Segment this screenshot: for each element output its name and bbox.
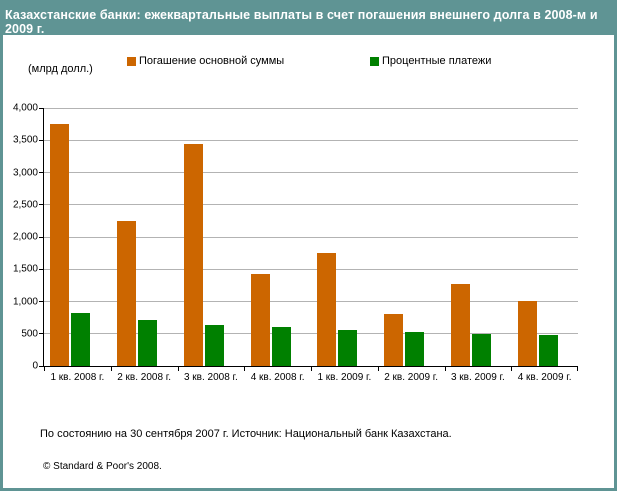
y-axis-tick (39, 107, 43, 109)
x-axis-tick (577, 367, 578, 371)
bar-interest (338, 329, 358, 366)
y-axis-label: 3,500 (12, 134, 38, 146)
y-axis-tick (39, 268, 43, 270)
x-axis-label: 3 кв. 2009 г. (450, 372, 505, 383)
y-axis-label: 4,000 (12, 102, 38, 114)
legend-swatch-interest-icon (370, 56, 379, 66)
gridline (44, 139, 578, 141)
gridline (44, 204, 578, 206)
x-axis-tick (311, 367, 312, 371)
y-axis-label: 1,500 (12, 263, 38, 275)
bar-principal (517, 300, 537, 366)
bar-principal (450, 284, 470, 366)
bar-interest (271, 327, 291, 366)
bar-principal (250, 273, 270, 366)
bar-interest (471, 333, 491, 366)
x-axis-tick (377, 367, 379, 371)
y-axis-label: 2,000 (12, 231, 38, 243)
y-axis-label: 0 (32, 360, 38, 372)
y-axis-label: 500 (21, 328, 38, 340)
x-axis-tick (244, 367, 246, 371)
gridline (44, 172, 578, 173)
x-axis-label: 2 кв. 2009 г. (384, 372, 439, 383)
gridline (44, 333, 578, 335)
y-axis-tick (39, 333, 43, 335)
bar-interest (538, 335, 558, 366)
plot-area: 0 500 1,000 1,500 2,000 2,500 3,000 3,500 4,000 1… (13, 103, 578, 383)
gridline (44, 236, 578, 238)
x-axis-label: 1 кв. 2008 г. (50, 372, 105, 383)
bar-interest (138, 320, 158, 366)
y-axis-tick (39, 301, 43, 302)
bar-principal (117, 220, 137, 366)
legend-label-interest: Процентные платежи (382, 55, 492, 67)
bar-interest (204, 324, 224, 366)
gridline (44, 301, 578, 302)
x-axis-tick (110, 367, 112, 371)
source-note: По состоянию на 30 сентября 2007 г. Исто… (40, 428, 452, 440)
legend-item-principal: Погашение основной суммы (127, 55, 284, 67)
x-axis-tick (44, 367, 45, 371)
y-axis-tick (39, 139, 43, 141)
legend-item-interest: Процентные платежи (370, 55, 491, 67)
x-axis-label: 1 кв. 2009 г. (317, 372, 372, 383)
y-axis-label: 3,000 (12, 167, 38, 178)
gridline (44, 107, 578, 109)
copyright-note: © Standard & Poor's 2008. (43, 461, 162, 472)
y-axis-tick (39, 204, 43, 206)
y-axis-unit-label: (млрд долл.) (28, 63, 93, 75)
x-axis-label: 4 кв. 2008 г. (250, 372, 305, 383)
y-axis-label: 2,500 (12, 199, 38, 211)
y-axis-tick (39, 236, 43, 238)
x-axis-label: 4 кв. 2009 г. (517, 372, 572, 383)
x-axis-tick (444, 367, 446, 371)
x-axis-label: 2 кв. 2008 г. (117, 372, 172, 383)
legend-swatch-principal-icon (127, 56, 136, 66)
bar-principal (50, 124, 70, 366)
y-axis-tick (39, 365, 43, 367)
page-title: Казахстанские банки: ежеквартальные выпл… (5, 8, 598, 36)
bar-interest (71, 313, 91, 366)
gridline (44, 268, 578, 270)
y-axis-tick (39, 172, 43, 173)
bar-principal (183, 144, 203, 366)
bar-interest (405, 331, 425, 366)
x-axis-tick (177, 367, 179, 371)
x-axis-tick (511, 367, 513, 371)
legend-label-principal: Погашение основной суммы (139, 55, 285, 67)
x-axis-label: 3 кв. 2008 г. (183, 372, 238, 383)
bar-principal (384, 313, 404, 366)
bar-principal (317, 253, 337, 366)
y-axis-label: 1,000 (12, 296, 38, 307)
chart-panel: (млрд долл.) Погашение основной суммы Пр… (3, 35, 614, 488)
